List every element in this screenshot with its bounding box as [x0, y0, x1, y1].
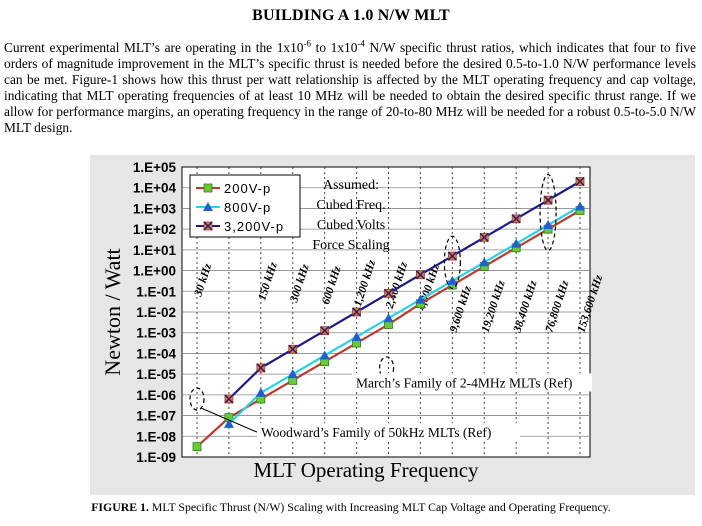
page-title: BUILDING A 1.0 N/W MLT: [252, 7, 450, 24]
x-axis-title: MLT Operating Frequency: [253, 458, 479, 482]
y-tick-label: 1.E-05: [136, 367, 176, 382]
y-tick-label: 1.E+03: [133, 201, 177, 216]
series-2-point-x2: [288, 344, 298, 354]
assumed-note-line: Cubed Freq.: [316, 198, 385, 213]
y-tick-label: 1.E-01: [136, 284, 176, 299]
legend-marker: [203, 202, 213, 211]
series-2-point-x2: [575, 177, 585, 186]
series-1-point: [511, 238, 522, 248]
legend-marker-x2: [203, 221, 213, 231]
y-tick-label: 1.E+05: [133, 160, 177, 175]
series-line-1: [228, 205, 581, 425]
series-line-2: [228, 180, 581, 400]
series-2-point-x2: [479, 232, 489, 242]
woodward-label-bg: [257, 423, 520, 442]
series-2-point-x2: [224, 394, 234, 404]
series-2-point-x2: [320, 326, 330, 336]
para-exp-1: -6: [303, 38, 312, 49]
y-tick-label: 1.E-09: [136, 450, 176, 465]
series-2-point-x2: [447, 251, 457, 261]
y-tick-label: 1.E+00: [133, 264, 176, 279]
woodward-label: Woodward’s Family of 50kHz MLTs (Ref): [261, 425, 491, 440]
legend-label: 800V-p: [224, 200, 271, 215]
y-tick-label: 1.E-02: [136, 305, 176, 320]
y-tick-label: 1.E+01: [133, 243, 177, 258]
y-axis-title: Newton / Watt: [100, 248, 125, 375]
series-1-point: [351, 331, 362, 341]
series-1-point: [575, 201, 585, 211]
march-label-bg: [352, 373, 592, 392]
y-tick-label: 1.E-07: [136, 409, 176, 424]
y-tick-label: 1.E-03: [136, 326, 176, 341]
y-tick-label: 1.E+04: [133, 181, 177, 196]
series-2-point-x2: [543, 195, 553, 205]
series-1-point: [447, 275, 458, 285]
series-0-point: [192, 442, 202, 452]
y-tick-label: 1.E-08: [136, 429, 176, 444]
legend-marker: [203, 183, 213, 193]
para-exp-2: -4: [357, 38, 365, 49]
y-tick-label: 1.E+02: [133, 222, 176, 237]
y-tick-label: 1.E-04: [136, 346, 176, 361]
series-2-point-x2: [415, 270, 425, 280]
para-part-2: to 1x10: [311, 40, 358, 55]
para-part-3: N/W specific thrust ratios, which indica…: [4, 40, 696, 135]
y-tick-label: 1.E-06: [136, 388, 176, 403]
caption-label: FIGURE 1.: [91, 500, 149, 514]
assumed-note-line: Force Scaling: [312, 238, 389, 253]
figure-caption: FIGURE 1. MLT Specific Thrust (N/W) Scal…: [0, 500, 702, 515]
para-part-1: Current experimental MLT’s are operating…: [4, 40, 304, 55]
series-2-point-x2: [352, 307, 362, 317]
woodward-leader: [200, 407, 258, 433]
series-1-point: [543, 220, 554, 229]
assumed-note-line: Cubed Volts: [317, 218, 385, 233]
series-1-point: [383, 313, 394, 323]
woodward-ellipse: [189, 387, 205, 411]
caption-text: MLT Specific Thrust (N/W) Scaling with I…: [148, 500, 611, 514]
series-2-point-x2: [511, 214, 521, 224]
series-1-point: [415, 294, 426, 304]
series-1-point: [255, 387, 266, 397]
intro-paragraph: Current experimental MLT’s are operating…: [4, 38, 696, 136]
march-label: March’s Family of 2-4MHz MLTs (Ref): [356, 375, 572, 390]
legend-label: 200V-p: [224, 181, 271, 196]
ellipse-76800: [539, 173, 557, 252]
legend-label: 3,200V-p: [224, 219, 284, 234]
ellipse-9600: [443, 235, 461, 289]
series-1-point: [319, 350, 330, 360]
series-2-point-x2: [384, 288, 393, 298]
assumed-note-line: Assumed:: [323, 178, 379, 193]
series-2-point-x2: [256, 363, 266, 373]
series-1-point: [287, 369, 298, 379]
series-1-point: [479, 257, 490, 267]
series-1-point: [223, 418, 234, 428]
figure-chart: 1.E+05 1.E+04 1.E+03 1.E+02 1.E+01 1.E+00 1.E-…: [90, 155, 695, 495]
